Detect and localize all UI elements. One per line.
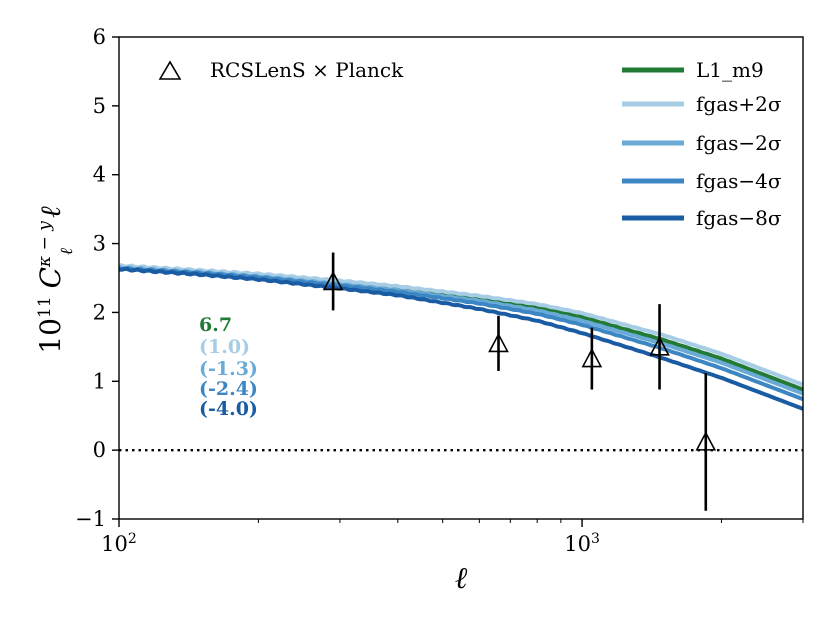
y-label-sup: κ − y (35, 221, 55, 268)
legend-label-fgas-minus2: fgas−2σ (696, 131, 782, 155)
y-tick-label: 1 (93, 369, 106, 393)
y-label-prefix-exp: 11 (35, 296, 55, 318)
x-tick-label: 103 (564, 531, 600, 556)
series-line-fgas-4sigma (119, 266, 803, 402)
y-label-sub: ℓ (57, 248, 77, 255)
annotation-fgas-minus8: (-4.0) (199, 398, 258, 420)
y-axis-label: 1011Cκ − y ℓℓ (34, 206, 77, 354)
data-point-marker (695, 431, 717, 451)
y-tick-label: 4 (93, 163, 106, 187)
legend: L1_m9 fgas+2σ fgas−2σ fgas−4σ fgas−8σ (622, 58, 782, 230)
x-tick-label: 102 (101, 531, 137, 556)
plot-frame (118, 36, 804, 520)
annotation-l1-m9: 6.7 (199, 314, 232, 336)
x-axis-label: ℓ (455, 561, 468, 596)
y-label-prefix: 10 (34, 318, 67, 354)
series-line-fgas-2sigma (119, 262, 803, 387)
legend-label-fgas-plus2: fgas+2σ (696, 92, 782, 116)
data-point-marker (322, 270, 344, 291)
data-point-marker (488, 332, 509, 353)
annotation-fgas-minus2: (-1.3) (199, 358, 258, 380)
triangle-marker-icon (158, 60, 182, 80)
y-tick-label: 2 (93, 300, 106, 324)
legend-label-l1-m9: L1_m9 (696, 58, 764, 82)
annotation-fgas-minus4: (-2.4) (199, 378, 258, 400)
data-point-marker (649, 336, 670, 356)
y-tick-label: 5 (93, 94, 106, 118)
legend-data-points: RCSLenS × Planck (158, 58, 404, 82)
y-tick-label: 6 (93, 25, 106, 49)
y-tick-label: 0 (93, 438, 106, 462)
legend-data-points-label: RCSLenS × Planck (210, 58, 404, 82)
annotation-group: 6.7 (1.0) (-1.3) (-2.4) (-4.0) (199, 314, 258, 420)
series-line-fgas-8sigma (119, 266, 803, 411)
legend-label-fgas-minus4: fgas−4σ (696, 169, 782, 193)
y-tick-label: −1 (75, 507, 106, 531)
data-point-marker (581, 347, 603, 368)
legend-label-fgas-minus8: fgas−8σ (696, 206, 782, 230)
y-label-suffix: ℓ (34, 206, 67, 218)
y-tick-label: 3 (93, 232, 106, 256)
annotation-fgas-plus2: (1.0) (199, 336, 250, 358)
y-label-symbol: C (34, 267, 67, 288)
